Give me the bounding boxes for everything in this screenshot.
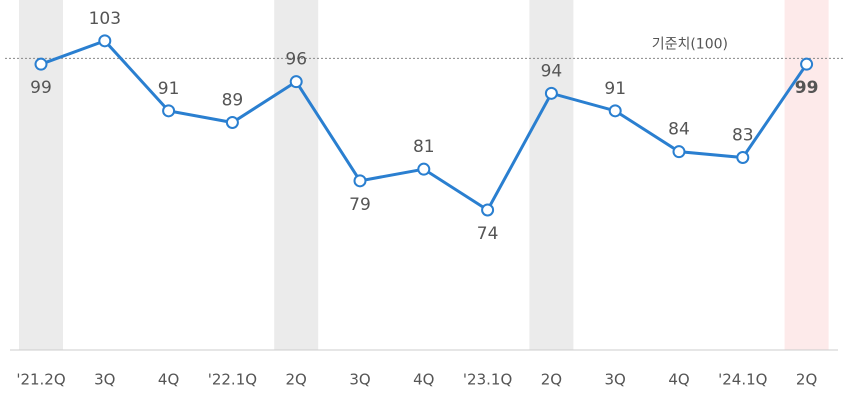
- data-label: 89: [222, 91, 244, 111]
- data-label: 79: [349, 195, 371, 215]
- x-tick-label: 3Q: [349, 371, 370, 389]
- x-tick-label: 4Q: [668, 371, 689, 389]
- data-point: [353, 174, 367, 188]
- reference-label: 기준치(100): [652, 36, 728, 52]
- highlight-band: [19, 0, 63, 350]
- data-point: [98, 34, 112, 48]
- x-tick-label: '23.1Q: [463, 371, 512, 389]
- data-point: [736, 151, 750, 164]
- data-label: 83: [732, 126, 754, 146]
- x-tick-label: 4Q: [158, 371, 179, 389]
- data-point: [417, 162, 431, 176]
- highlight-band: [529, 0, 574, 350]
- data-point: [800, 57, 814, 71]
- data-label: 84: [668, 120, 690, 140]
- data-label: 94: [541, 61, 563, 81]
- data-label: 91: [604, 79, 626, 99]
- data-label: 103: [89, 9, 121, 29]
- data-label: 91: [158, 79, 180, 99]
- data-point: [481, 203, 495, 217]
- x-tick-label: '21.2Q: [16, 371, 65, 389]
- x-tick-label: 2Q: [286, 371, 307, 389]
- x-tick-label: '24.1Q: [718, 371, 767, 389]
- x-tick-label: 2Q: [541, 371, 562, 389]
- data-point: [162, 104, 176, 118]
- data-point: [289, 75, 303, 89]
- x-tick-label: 2Q: [796, 371, 817, 389]
- x-tick-label: 4Q: [413, 371, 434, 389]
- data-point: [608, 104, 622, 118]
- data-label: 81: [413, 137, 435, 157]
- line-series: [40, 39, 808, 213]
- x-tick-label: '22.1Q: [208, 371, 257, 389]
- x-tick-label: 3Q: [605, 371, 626, 389]
- highlight-band: [784, 0, 829, 350]
- data-label: 74: [477, 224, 499, 244]
- data-label: 96: [285, 50, 307, 70]
- data-point: [225, 116, 239, 129]
- data-point: [672, 145, 686, 159]
- data-label: 99: [30, 78, 52, 98]
- data-label: 99: [795, 78, 819, 98]
- x-tick-label: 3Q: [94, 371, 115, 389]
- data-point: [544, 86, 558, 100]
- data-point: [34, 57, 48, 71]
